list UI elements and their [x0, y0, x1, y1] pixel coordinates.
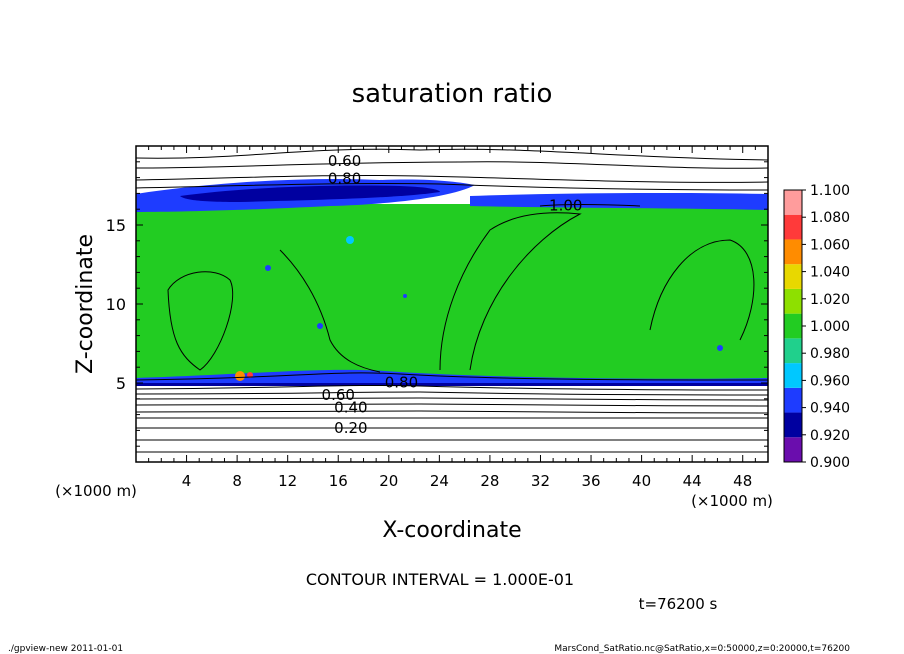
- contour-line: [136, 397, 768, 401]
- colorbar-label: 0.940: [810, 401, 850, 417]
- colorbar-label: 1.080: [810, 210, 850, 226]
- contour-lines: [136, 148, 768, 453]
- plot-field: [136, 146, 768, 462]
- x-tick-label: 32: [531, 472, 550, 490]
- contour-label: 1.00: [549, 196, 582, 214]
- colorbar-swatch: [784, 313, 802, 339]
- colorbar-swatch: [784, 387, 802, 413]
- colorbar-swatch: [784, 338, 802, 364]
- footer-right: MarsCond_SatRatio.nc@SatRatio,x=0:50000,…: [554, 644, 850, 654]
- colorbar-swatch: [784, 363, 802, 388]
- x-tick-label: 8: [232, 472, 242, 490]
- x-tick-label: 4: [182, 472, 192, 490]
- undersaturated-spot: [717, 345, 723, 351]
- x-axis-title: X-coordinate: [382, 518, 521, 543]
- colorbar-label: 1.020: [810, 292, 850, 308]
- y-tick-label: 10: [106, 295, 126, 314]
- contour-line: [136, 174, 768, 183]
- undersaturated-spot: [346, 236, 354, 244]
- colorbar-swatch: [784, 239, 802, 265]
- supersaturated-patch: [235, 371, 245, 381]
- contour-interval-label: CONTOUR INTERVAL = 1.000E-01: [306, 570, 574, 589]
- contour-line: [539, 204, 641, 207]
- x-tick-label: 36: [581, 472, 600, 490]
- contour-line: [649, 239, 755, 341]
- colorbar-label: 0.900: [810, 455, 850, 471]
- colorbar-label: 1.060: [810, 237, 850, 253]
- chart-title: saturation ratio: [352, 79, 553, 109]
- footer-left: ./gpview-new 2011-01-01: [8, 644, 123, 654]
- saturated-region: [136, 204, 768, 382]
- x-tick-label: 16: [329, 472, 348, 490]
- y-axis: 5 10 15: [106, 161, 768, 447]
- contour-label: 0.80: [328, 170, 361, 188]
- x-tick-label: 48: [733, 472, 752, 490]
- contour-line: [136, 148, 768, 161]
- y-axis-unit: (×1000 m): [55, 482, 137, 500]
- colorbar-label: 1.000: [810, 319, 850, 335]
- colorbar-swatch: [784, 190, 802, 215]
- colorbar-label: 0.980: [810, 346, 850, 362]
- x-axis-unit: (×1000 m): [691, 492, 773, 510]
- x-tick-label: 12: [278, 472, 297, 490]
- colorbar-swatch: [784, 214, 802, 240]
- contour-line: [136, 182, 768, 191]
- colorbar-swatch: [784, 264, 802, 289]
- colorbar-swatch: [784, 437, 802, 462]
- colorbar-label: 0.960: [810, 373, 850, 389]
- contour-line: [279, 249, 381, 373]
- contour-label: 0.40: [334, 399, 367, 417]
- contour-label: 0.60: [328, 152, 361, 170]
- lower-deep-band: [136, 383, 768, 386]
- undersaturated-spot: [265, 265, 271, 271]
- colorbar-label: 1.100: [810, 183, 850, 199]
- contour-label-layer: 0.600.801.000.800.600.400.20: [322, 152, 583, 437]
- lower-undersaturated-band: [136, 369, 768, 386]
- undersaturated-spot: [403, 294, 407, 298]
- contour-line: [136, 384, 768, 391]
- x-tick-label: 44: [683, 472, 702, 490]
- supersaturated-patch-core: [247, 372, 253, 378]
- x-tick-label: 28: [480, 472, 499, 490]
- upper-deep-band: [180, 185, 440, 202]
- x-axis: 4 8 12 16 20 24 28 32 36 40 44 48: [148, 146, 756, 490]
- contour-label: 0.20: [334, 419, 367, 437]
- x-tick-label: 40: [632, 472, 651, 490]
- y-tick-label: 5: [116, 374, 126, 393]
- contour-line: [167, 271, 234, 371]
- colorbar-swatch: [784, 288, 802, 314]
- x-tick-label: 20: [379, 472, 398, 490]
- y-axis-title: Z-coordinate: [73, 234, 98, 374]
- y-tick-label: 15: [106, 216, 126, 235]
- contour-label: 0.80: [385, 373, 418, 391]
- contour-line: [136, 372, 768, 381]
- contour-line: [136, 391, 768, 396]
- contour-line: [136, 410, 768, 414]
- contour-line: [136, 403, 768, 407]
- colorbar-swatch: [784, 412, 802, 438]
- contour-line: [136, 161, 768, 169]
- contour-line: [439, 212, 582, 371]
- undersaturated-spot: [317, 323, 323, 329]
- colorbar-label: 0.920: [810, 428, 850, 444]
- x-tick-label: 24: [430, 472, 449, 490]
- colorbar-label: 1.040: [810, 265, 850, 281]
- colorbar: 0.900 0.920 0.940 0.960 0.980 1.000 1.020 1.040…: [783, 183, 850, 471]
- contour-label: 0.60: [322, 386, 355, 404]
- time-label: t=76200 s: [639, 595, 718, 613]
